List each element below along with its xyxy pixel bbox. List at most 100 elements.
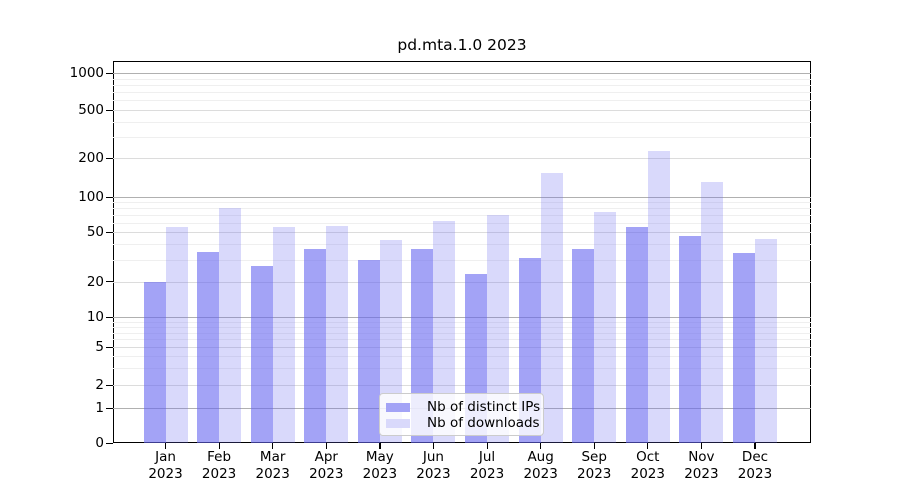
x-tick-month: Oct bbox=[636, 449, 660, 465]
gridline-minor bbox=[113, 215, 811, 217]
gridline-minor bbox=[113, 259, 811, 261]
x-tick-month: Jun bbox=[422, 449, 444, 465]
gridline-minor bbox=[113, 356, 811, 358]
x-tick-mark bbox=[325, 443, 327, 449]
x-tick-month: Mar bbox=[259, 449, 286, 465]
chart-title: pd.mta.1.0 2023 bbox=[397, 36, 527, 54]
x-tick-mark bbox=[218, 443, 220, 449]
bar-distinct-ips bbox=[625, 227, 648, 443]
bar-downloads bbox=[433, 221, 456, 443]
x-tick-month: Jul bbox=[478, 449, 496, 465]
y-tick-label: 500 bbox=[78, 102, 104, 118]
x-tick-mark bbox=[647, 443, 649, 449]
legend-label-distinct-ips: Nb of distinct IPs bbox=[427, 399, 541, 415]
x-tick-year: 2023 bbox=[737, 466, 773, 482]
y-tick-label: 5 bbox=[95, 339, 104, 356]
x-tick-year: 2023 bbox=[255, 466, 290, 482]
legend-item-downloads: Nb of downloads bbox=[386, 415, 540, 431]
bar-downloads bbox=[701, 182, 724, 443]
gridline-minor bbox=[113, 223, 811, 224]
x-tick-label: Jan 2023 bbox=[136, 449, 196, 483]
y-tick-mark bbox=[106, 231, 113, 233]
x-tick-month: Nov bbox=[688, 449, 715, 465]
y-tick-label: 0 bbox=[95, 435, 104, 451]
bar-downloads bbox=[647, 150, 670, 443]
x-tick-month: Sep bbox=[581, 449, 607, 465]
x-tick-mark bbox=[272, 443, 274, 449]
gridline bbox=[113, 347, 811, 349]
gridline bbox=[113, 385, 811, 386]
gridline-minor bbox=[113, 100, 811, 102]
y-tick-mark bbox=[106, 346, 113, 348]
x-tick-year: 2023 bbox=[523, 466, 558, 482]
x-tick-mark bbox=[700, 443, 703, 449]
x-tick-month: Feb bbox=[207, 449, 232, 465]
y-tick-label: 10 bbox=[86, 309, 104, 325]
x-tick-year: 2023 bbox=[148, 466, 183, 482]
gridline-minor bbox=[113, 326, 811, 328]
x-tick-year: 2023 bbox=[469, 466, 505, 482]
x-tick-year: 2023 bbox=[577, 466, 612, 482]
x-tick-year: 2023 bbox=[201, 466, 237, 482]
x-tick-month: Jan bbox=[155, 449, 176, 465]
bar-downloads bbox=[540, 172, 563, 443]
y-tick-label: 50 bbox=[86, 224, 104, 241]
y-tick-mark bbox=[106, 316, 113, 318]
x-tick-label: Oct 2023 bbox=[618, 449, 678, 483]
x-tick-year: 2023 bbox=[362, 466, 398, 482]
gridline-minor bbox=[113, 78, 811, 80]
x-tick-label: Jun 2023 bbox=[403, 449, 463, 483]
gridline bbox=[113, 158, 811, 160]
gridline-major bbox=[113, 73, 811, 75]
bar-distinct-ips bbox=[357, 259, 380, 443]
gridline-minor bbox=[113, 85, 811, 87]
gridline-minor bbox=[113, 339, 811, 341]
gridline-minor bbox=[113, 332, 811, 334]
y-tick-mark bbox=[106, 442, 113, 444]
gridline bbox=[113, 110, 811, 111]
x-tick-mark bbox=[165, 443, 167, 449]
bar-distinct-ips bbox=[250, 265, 273, 443]
bar-distinct-ips bbox=[197, 251, 220, 443]
bar-downloads bbox=[219, 208, 242, 443]
gridline-minor bbox=[113, 208, 811, 210]
y-tick-mark bbox=[106, 157, 113, 159]
x-tick-mark bbox=[593, 443, 595, 449]
y-tick-label: 20 bbox=[86, 273, 104, 290]
x-tick-month: May bbox=[365, 449, 394, 465]
x-tick-year: 2023 bbox=[684, 466, 719, 482]
x-tick-label: Aug 2023 bbox=[511, 449, 571, 483]
bar-downloads bbox=[754, 239, 777, 443]
x-tick-mark bbox=[379, 443, 381, 449]
y-tick-mark bbox=[106, 109, 113, 111]
gridline-minor bbox=[113, 202, 811, 204]
x-tick-mark bbox=[540, 443, 542, 449]
legend: Nb of distinct IPs Nb of downloads bbox=[379, 393, 544, 436]
x-tick-year: 2023 bbox=[630, 466, 665, 482]
y-tick-label: 1000 bbox=[69, 65, 104, 82]
x-tick-label: Apr 2023 bbox=[296, 449, 356, 483]
x-tick-mark bbox=[754, 443, 756, 449]
legend-label-downloads: Nb of downloads bbox=[427, 415, 540, 431]
x-tick-month: Aug bbox=[527, 449, 554, 465]
legend-item-distinct-ips: Nb of distinct IPs bbox=[386, 399, 540, 415]
legend-swatch-downloads bbox=[386, 418, 410, 428]
bar-downloads bbox=[487, 215, 510, 443]
gridline-minor bbox=[113, 368, 811, 370]
bar-downloads bbox=[272, 226, 295, 443]
bar-downloads bbox=[165, 227, 188, 443]
bar-distinct-ips bbox=[679, 235, 702, 443]
gridline-major bbox=[113, 317, 811, 318]
x-tick-month: Dec bbox=[741, 449, 769, 465]
x-tick-mark bbox=[486, 443, 488, 449]
y-tick-mark bbox=[106, 407, 113, 409]
y-tick-label: 2 bbox=[95, 377, 104, 393]
bar-distinct-ips bbox=[732, 253, 755, 443]
x-tick-year: 2023 bbox=[309, 466, 344, 482]
gridline-minor bbox=[113, 244, 811, 246]
gridline-minor bbox=[113, 136, 811, 138]
gridline-minor bbox=[113, 121, 811, 123]
gridline bbox=[113, 232, 811, 234]
bar-distinct-ips bbox=[143, 281, 166, 443]
